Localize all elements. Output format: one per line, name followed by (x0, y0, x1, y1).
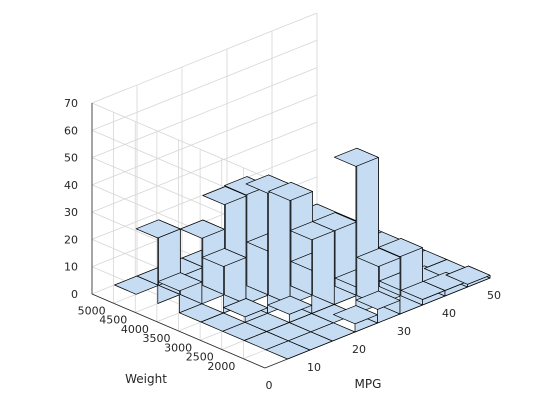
z-tick-label: 60 (64, 124, 78, 137)
y-tick-label: 3500 (143, 332, 171, 345)
z-tick-label: 40 (64, 179, 78, 192)
x-tick-label: 50 (487, 289, 501, 302)
bar-top-face (267, 295, 313, 315)
histogram-bar (333, 147, 379, 315)
bar-top-face (157, 272, 203, 292)
z-tick-label: 20 (64, 233, 78, 246)
bar-top-face (333, 305, 378, 325)
bar-top-face (312, 212, 358, 232)
grid-line (91, 94, 318, 186)
histogram-bar (289, 221, 335, 314)
histogram-bar (157, 272, 203, 314)
bar-top-face (201, 248, 247, 267)
y-tick-label: 2500 (186, 351, 214, 364)
bar-top-face (179, 219, 225, 239)
grid-line (91, 12, 318, 104)
z-tick-label: 0 (71, 288, 78, 301)
x-tick-label: 10 (307, 361, 321, 374)
histogram-bars (114, 147, 491, 360)
z-tick-label: 30 (64, 206, 78, 219)
x-tick-label: 30 (397, 325, 411, 338)
z-axis-ticks: 0 10 20 30 40 50 60 70 (64, 97, 78, 301)
z-tick-label: 50 (64, 152, 78, 165)
histogram-bar (333, 305, 378, 333)
x-tick-label: 0 (266, 379, 273, 392)
bar-top-face (135, 219, 181, 239)
bar-top-face (333, 147, 379, 167)
bar-top-face (310, 322, 356, 342)
grid-line (91, 39, 318, 131)
bar-top-face (445, 265, 491, 285)
bar-top-face (223, 298, 268, 318)
grid-line (91, 121, 318, 213)
z-tick-label: 70 (64, 97, 78, 110)
histogram-bar (267, 295, 313, 323)
y-axis-line (91, 293, 266, 369)
histogram-bar (445, 265, 491, 288)
y-tick-label: 4500 (99, 314, 127, 327)
y-tick-label: 2000 (207, 360, 235, 373)
z-tick-label: 10 (64, 261, 78, 274)
grid-line (91, 67, 318, 158)
histogram-bar (310, 322, 356, 342)
y-tick-label: 5000 (78, 304, 106, 317)
x-axis-label: MPG (355, 377, 382, 391)
bar-top-face (378, 238, 423, 258)
y-tick-label: 3000 (164, 341, 192, 354)
bar-top-face (356, 247, 402, 267)
x-axis-ticks: 0 10 20 30 40 50 (266, 289, 502, 392)
bar-side-face (356, 147, 379, 306)
bar-top-face (202, 186, 248, 206)
bar-top-face (268, 181, 313, 201)
x-tick-label: 20 (352, 343, 366, 356)
x-tick-label: 40 (442, 307, 456, 320)
y-axis-label: Weight (125, 372, 167, 386)
bar-top-face (355, 290, 401, 310)
y-tick-label: 4000 (121, 323, 149, 336)
histogram-bar (355, 290, 401, 324)
grid-line (91, 149, 318, 240)
